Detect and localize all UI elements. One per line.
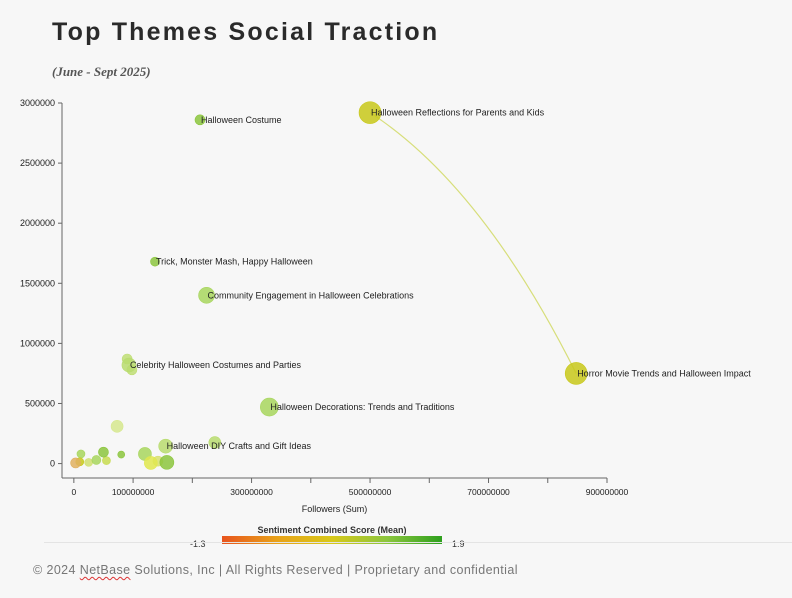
data-point bbox=[260, 397, 279, 417]
data-point bbox=[198, 287, 215, 304]
point-label: Halloween DIY Crafts and Gift Ideas bbox=[167, 441, 312, 451]
legend-max-label: 1.9 bbox=[452, 539, 465, 549]
y-tick-label: 2500000 bbox=[20, 158, 55, 168]
point-label: Halloween Decorations: Trends and Tradit… bbox=[270, 402, 455, 412]
x-tick-label: 100000000 bbox=[112, 487, 155, 497]
data-point bbox=[194, 114, 206, 126]
footer-prefix: © 2024 bbox=[33, 563, 80, 577]
data-point bbox=[76, 449, 86, 459]
x-axis-label: Followers (Sum) bbox=[302, 504, 368, 514]
x-tick-label: 700000000 bbox=[467, 487, 510, 497]
y-tick-label: 3000000 bbox=[20, 98, 55, 108]
y-tick-label: 500000 bbox=[25, 398, 55, 408]
data-point bbox=[117, 450, 126, 459]
footer-brand: NetBase bbox=[79, 563, 131, 577]
data-point bbox=[150, 256, 160, 267]
footer-copyright: © 2024 NetBase Solutions, Inc | All Righ… bbox=[33, 563, 518, 577]
point-label: Community Engagement in Halloween Celebr… bbox=[208, 290, 415, 300]
point-label: Trick, Monster Mash, Happy Halloween bbox=[156, 257, 313, 267]
data-point bbox=[159, 455, 175, 470]
data-point bbox=[110, 420, 124, 433]
x-tick-label: 900000000 bbox=[586, 487, 629, 497]
legend-title: Sentiment Combined Score (Mean) bbox=[257, 525, 407, 535]
data-point bbox=[358, 101, 382, 124]
y-tick-label: 1000000 bbox=[20, 338, 55, 348]
connector-line bbox=[369, 112, 577, 374]
chart-subtitle: (June - Sept 2025) bbox=[52, 64, 151, 79]
data-point bbox=[564, 362, 588, 385]
point-label: Halloween Costume bbox=[201, 115, 282, 125]
x-tick-label: 0 bbox=[71, 487, 76, 497]
data-point bbox=[70, 457, 81, 469]
data-point bbox=[208, 436, 222, 449]
y-tick-label: 0 bbox=[50, 459, 55, 469]
data-point bbox=[84, 458, 93, 467]
data-point bbox=[102, 456, 111, 465]
data-point bbox=[98, 446, 109, 458]
data-point bbox=[91, 455, 102, 465]
point-label: Celebrity Halloween Costumes and Parties bbox=[130, 360, 302, 370]
y-tick-label: 2000000 bbox=[20, 218, 55, 228]
footer-divider bbox=[44, 542, 792, 543]
point-label: Halloween Reflections for Parents and Ki… bbox=[371, 108, 545, 118]
data-point bbox=[121, 357, 137, 373]
data-point bbox=[158, 438, 173, 454]
point-label: Horror Movie Trends and Halloween Impact bbox=[577, 368, 751, 378]
x-tick-label: 300000000 bbox=[230, 487, 273, 497]
x-tick-label: 500000000 bbox=[349, 487, 392, 497]
data-point bbox=[144, 456, 158, 470]
chart-title: Top Themes Social Traction bbox=[52, 18, 440, 46]
legend-min-label: -1.3 bbox=[190, 539, 206, 549]
footer-suffix: Solutions, Inc | All Rights Reserved | P… bbox=[130, 563, 518, 577]
legend-color-bar bbox=[222, 536, 442, 544]
y-tick-label: 1500000 bbox=[20, 278, 55, 288]
